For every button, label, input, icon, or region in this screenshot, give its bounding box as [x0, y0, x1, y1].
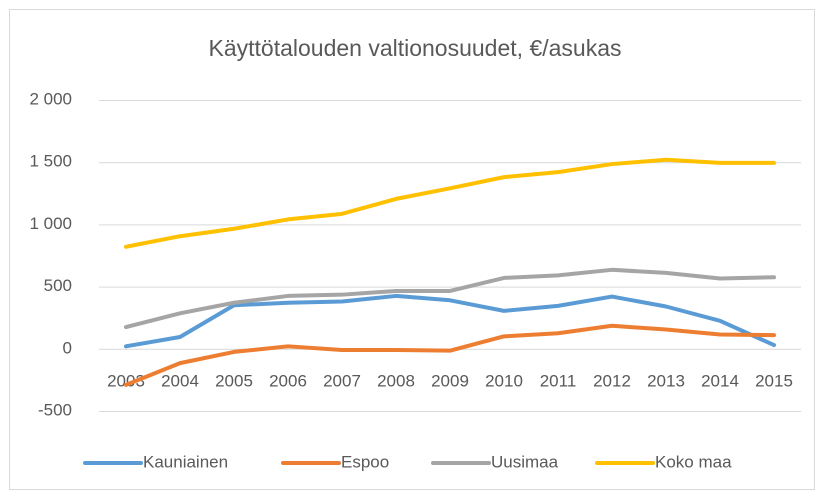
line-series [124, 323, 776, 387]
y-tick-label: -500 [38, 400, 72, 419]
x-tick-label: 2004 [161, 371, 199, 390]
y-tick-label: 1 500 [29, 152, 72, 171]
x-tick-label: 2006 [269, 371, 307, 390]
line-series [124, 293, 776, 349]
x-tick-label: 2005 [215, 371, 253, 390]
x-tick-label: 2007 [323, 371, 361, 390]
chart-border [9, 9, 815, 490]
x-tick-label: 2013 [647, 371, 685, 390]
line-series [124, 157, 776, 249]
legend-label: Uusimaa [491, 452, 559, 471]
x-tick-label: 2011 [540, 371, 577, 390]
x-tick-label: 2008 [377, 371, 415, 390]
x-tick-label: 2012 [593, 371, 631, 390]
x-tick-label: 2010 [485, 371, 523, 390]
chart-title: Käyttötalouden valtionosuudet, €/asukas [208, 35, 621, 61]
legend-label: Kauniainen [143, 452, 228, 471]
x-tick-label: 2015 [755, 371, 793, 390]
legend-label: Espoo [341, 452, 389, 471]
x-tick-label: 2014 [701, 371, 739, 390]
y-tick-label: 1 000 [29, 214, 72, 233]
y-tick-label: 500 [44, 276, 72, 295]
y-tick-label: 0 [63, 338, 72, 357]
y-tick-label: 2 000 [29, 89, 72, 108]
x-tick-label: 2003 [107, 371, 145, 390]
line-series [124, 267, 776, 330]
x-tick-label: 2009 [431, 371, 469, 390]
legend-label: Koko maa [655, 452, 732, 471]
